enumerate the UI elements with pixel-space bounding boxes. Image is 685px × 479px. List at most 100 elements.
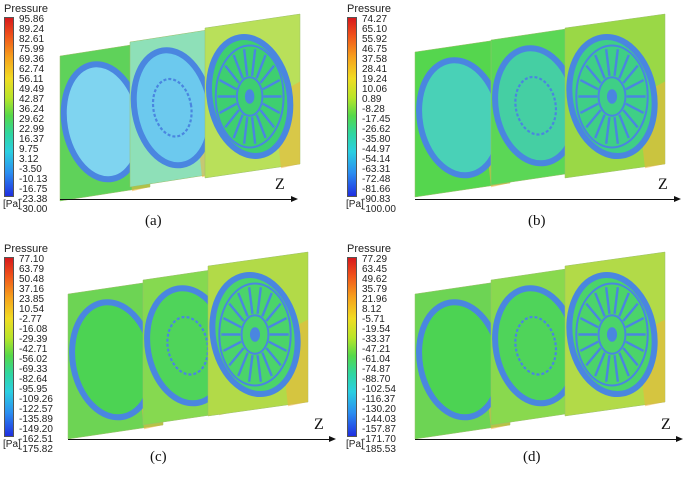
colorbar-tick: -10.13 [19,174,48,185]
colorbar-tick: 37.16 [19,284,45,295]
z-axis-label: Z [658,176,668,193]
colorbar-tick: -88.70 [362,374,391,385]
panel-caption: (b) [528,213,546,229]
pressure-planes [414,251,666,440]
unit-label: [Pa] [346,439,364,450]
pressure-plane [204,13,301,179]
colorbar-tick: 23.85 [19,294,45,305]
colorbar-tick: -29.39 [19,334,48,345]
colorbar-tick: -63.31 [362,164,391,175]
colorbar-tick: 19.24 [362,74,388,85]
z-axis-label: Z [314,416,324,433]
colorbar-tick: 56.11 [19,74,44,85]
colorbar-tick: -54.14 [362,154,391,165]
colorbar-tick: -44.97 [362,144,391,155]
colorbar-tick: -144.03 [362,414,396,425]
colorbar-tick: 10.06 [362,84,388,95]
colorbar-tick: -35.80 [362,134,391,145]
z-axis-arrowhead [329,436,336,442]
colorbar-tick: 42.87 [19,94,45,105]
z-axis-arrowhead [291,196,298,202]
colorbar-tick: 49.49 [19,84,45,95]
colorbar-tick: -16.75 [19,184,48,195]
colorbar-tick: 74.27 [362,14,388,25]
colorbar-tick: -135.89 [19,414,53,425]
pressure-plane [490,265,587,426]
pressure-plane [564,251,666,417]
colorbar-tick: 8.12 [362,304,382,315]
colorbar-tick: 35.79 [362,284,388,295]
colorbar-tick: 82.61 [19,34,45,45]
colorbar-tick: -69.33 [19,364,48,375]
colorbar-tick: 28.41 [362,64,388,75]
colorbar [4,257,14,437]
colorbar-tick: -81.66 [362,184,391,195]
colorbar-ticks: 77.10 63.79 50.48 37.16 23.85 10.54 -2.77 -16.0… [19,255,53,455]
colorbar-tick: 0.89 [362,94,382,105]
colorbar-tick: -47.21 [362,344,391,355]
z-axis-line [68,439,330,440]
z-axis-label: Z [661,416,671,433]
colorbar-tick: 75.99 [19,44,45,55]
colorbar-tick: 55.92 [362,34,388,45]
pressure-plane [414,279,511,440]
colorbar [347,257,357,437]
colorbar-tick: -95.95 [19,384,48,395]
pressure-plane [414,37,511,198]
pressure-planes [59,13,301,202]
colorbar-tick: -74.87 [362,364,391,375]
colorbar-tick: -19.54 [362,324,391,335]
colorbar [347,17,357,197]
pressure-plane [207,251,309,417]
colorbar-tick: 77.10 [19,254,45,265]
colorbar-tick: -82.64 [19,374,48,385]
panel-a: Pressure 95.86 89.24 82.61 75.99 69.36 62.74 5… [0,0,342,239]
colorbar-tick: 49.62 [362,274,388,285]
panel-d: Pressure 77.29 63.45 49.62 35.79 21.96 8.12 -5… [343,240,685,479]
z-axis-arrowhead [676,436,683,442]
colorbar-tick: -16.08 [19,324,48,335]
colorbar-tick: -30.00 [19,204,48,215]
colorbar [4,17,14,197]
legend-title: Pressure [4,243,49,255]
colorbar-tick: -2.77 [19,314,42,325]
colorbar-tick: -185.53 [362,444,396,455]
z-axis-line [60,199,292,200]
colorbar-tick: 89.24 [19,24,45,35]
unit-label: [Pa] [3,439,21,450]
colorbar-tick: -157.87 [362,424,396,435]
panel-caption: (d) [523,449,541,465]
legend-title: Pressure [347,3,392,15]
colorbar-tick: 36.24 [19,104,45,115]
colorbar-tick: 50.48 [19,274,45,285]
colorbar-tick: -171.70 [362,434,396,445]
colorbar-tick: 3.12 [19,154,39,165]
colorbar-tick: -162.51 [19,434,53,445]
colorbar-tick: -149.20 [19,424,53,435]
colorbar-tick: -116.37 [362,394,396,405]
colorbar-tick: -5.71 [362,314,385,325]
colorbar-tick: -102.54 [362,384,396,395]
colorbar-tick: 63.45 [362,264,388,275]
colorbar-tick: -23.38 [19,194,48,205]
colorbar-tick: 69.36 [19,54,45,65]
z-axis-label: Z [275,176,285,193]
colorbar-tick: 62.74 [19,64,45,75]
colorbar-ticks: 74.27 65.10 55.92 46.75 37.58 28.41 19.24 10.06… [362,15,396,215]
colorbar-tick: 65.10 [362,24,388,35]
colorbar-tick: 77.29 [362,254,388,265]
colorbar-tick: 37.58 [362,54,388,65]
colorbar-tick: 9.75 [19,144,39,155]
colorbar-tick: -109.26 [19,394,53,405]
colorbar-tick: 95.86 [19,14,45,25]
colorbar-tick: -100.00 [362,204,396,215]
colorbar-tick: -90.83 [362,194,391,205]
legend-title: Pressure [347,243,392,255]
z-axis-line [415,199,675,200]
colorbar-tick: -26.62 [362,124,391,135]
unit-label: [Pa] [3,199,21,210]
colorbar-tick: 10.54 [19,304,45,315]
colorbar-tick: -33.37 [362,334,391,345]
colorbar-tick: -130.20 [362,404,396,415]
colorbar-tick: -72.48 [362,174,391,185]
